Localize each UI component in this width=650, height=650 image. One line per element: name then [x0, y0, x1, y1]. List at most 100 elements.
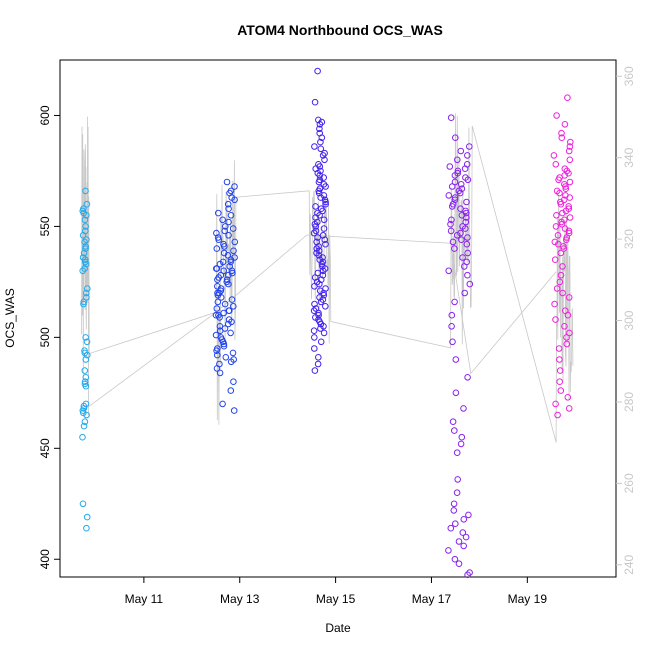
data-point [448, 183, 456, 190]
data-point [312, 223, 320, 230]
data-point [310, 229, 318, 237]
data-point [563, 334, 570, 341]
secondary-line-bursts [81, 113, 574, 443]
data-point [230, 303, 237, 310]
data-point [448, 203, 456, 210]
data-point [552, 223, 560, 230]
data-point [217, 294, 225, 301]
data-point [561, 165, 569, 172]
data-point [559, 263, 566, 270]
data-point [215, 236, 222, 243]
data-point [464, 571, 471, 579]
data-point [561, 121, 569, 128]
data-point [552, 400, 559, 408]
series-4 [445, 114, 474, 579]
data-point [451, 555, 459, 563]
data-point [561, 323, 568, 330]
data-point [322, 200, 329, 208]
data-point [556, 278, 564, 286]
data-point [229, 349, 237, 357]
data-point [221, 243, 228, 250]
data-point [83, 289, 90, 297]
data-point [315, 354, 322, 361]
data-point [451, 194, 459, 201]
data-point [316, 287, 324, 295]
data-point [223, 178, 231, 186]
data-point [84, 285, 91, 292]
data-point [224, 252, 232, 259]
data-point [311, 334, 318, 341]
data-point [319, 271, 327, 279]
data-point [458, 236, 465, 243]
data-point [454, 156, 461, 164]
data-point [220, 309, 227, 317]
data-point [556, 189, 563, 197]
data-point [227, 258, 234, 266]
data-point [459, 529, 467, 536]
data-point [450, 507, 458, 514]
data-point [80, 402, 88, 410]
y-tick-label: 600 [38, 105, 52, 125]
data-point [322, 240, 329, 248]
data-point [553, 212, 560, 219]
data-point [81, 418, 89, 426]
data-point [454, 476, 462, 483]
data-point [311, 300, 318, 308]
data-point [566, 194, 574, 201]
data-point [461, 263, 468, 270]
data-point [445, 547, 452, 554]
data-point [448, 311, 456, 319]
y2-tick-label: 240 [622, 554, 636, 574]
data-point [566, 156, 574, 164]
x-axis-label: Date [325, 621, 351, 635]
data-point [312, 214, 319, 221]
data-point [565, 294, 573, 301]
data-point [318, 260, 326, 268]
data-point [82, 382, 90, 390]
data-point [320, 289, 327, 297]
data-point [320, 216, 328, 224]
data-point [216, 314, 223, 321]
data-point [557, 271, 565, 279]
data-point [214, 298, 222, 306]
data-point [566, 329, 573, 337]
data-point [455, 538, 463, 545]
data-point [222, 223, 229, 230]
data-point [566, 143, 574, 150]
data-point [231, 183, 238, 190]
data-point [464, 234, 471, 241]
data-point [214, 276, 221, 284]
x-tick-label: May 13 [220, 592, 260, 606]
data-point [225, 232, 232, 239]
data-point [315, 311, 322, 319]
data-point [230, 247, 237, 255]
data-point [225, 271, 232, 279]
data-point [82, 334, 89, 341]
data-point [225, 280, 232, 288]
data-point [81, 216, 89, 224]
data-point [81, 378, 89, 386]
data-point [464, 374, 471, 381]
data-point [463, 198, 470, 206]
data-point [319, 232, 327, 239]
data-point [212, 311, 220, 319]
data-point [560, 245, 568, 252]
data-point [82, 223, 89, 230]
y-tick-label: 450 [38, 438, 52, 458]
y-tick-label: 500 [38, 327, 52, 347]
data-point [319, 267, 327, 275]
data-point [465, 511, 472, 519]
data-point [462, 225, 469, 232]
data-point [316, 125, 323, 133]
y2-tick-label: 260 [622, 473, 636, 493]
data-point [213, 365, 221, 372]
data-point [317, 145, 325, 153]
data-point [463, 214, 470, 221]
data-point [463, 240, 471, 248]
data-point [80, 409, 87, 417]
data-point [220, 340, 228, 348]
y-tick-label: 550 [38, 216, 52, 236]
data-point [552, 161, 560, 168]
data-point [82, 356, 90, 363]
data-point [82, 245, 89, 252]
